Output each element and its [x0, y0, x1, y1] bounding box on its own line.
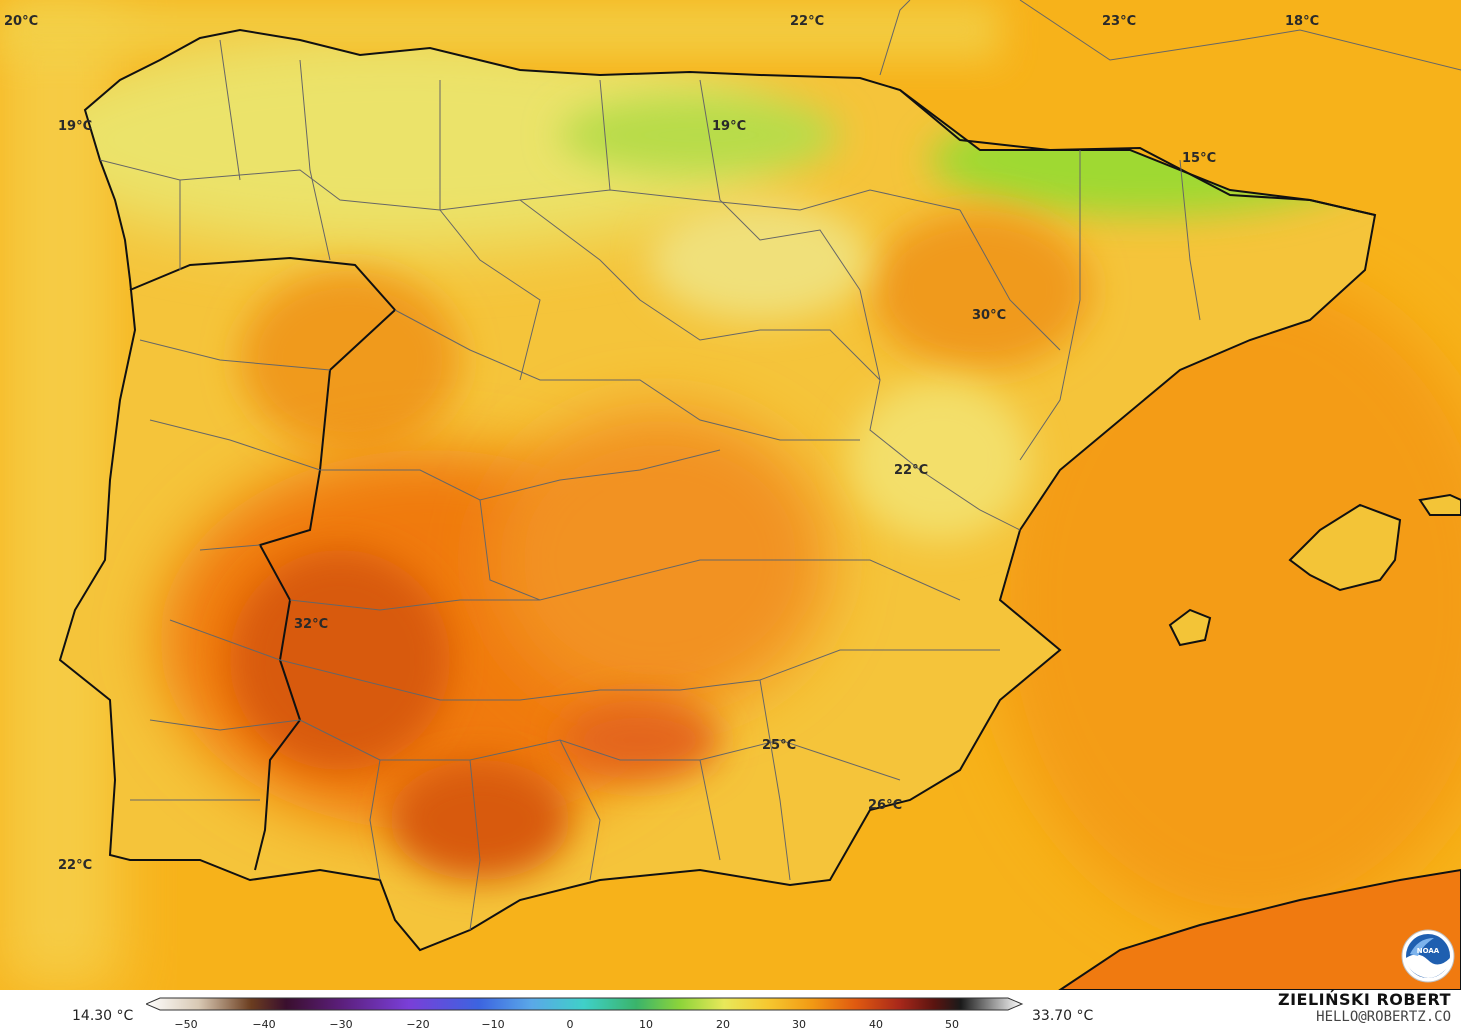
temp-label: 19°C [712, 119, 746, 134]
spain-france-border [899, 89, 1376, 216]
scale-tick: −20 [406, 1018, 429, 1031]
scale-tick: 30 [792, 1018, 806, 1031]
menorca-island [1418, 493, 1461, 516]
scale-tick: 40 [869, 1018, 883, 1031]
temp-label: 22°C [894, 463, 928, 478]
temp-label: 22°C [790, 14, 824, 29]
mallorca-island [1288, 503, 1402, 592]
temp-label: 22°C [58, 858, 92, 873]
atlantic-area [0, 0, 120, 990]
temperature-map: 20°C 22°C 23°C 18°C 19°C 19°C 15°C 30°C … [0, 0, 1461, 990]
scale-ticks: −50 −40 −30 −20 −10 0 10 20 30 40 50 [174, 1018, 959, 1031]
scale-tick: 50 [945, 1018, 959, 1031]
author-email[interactable]: HELLO@ROBERTZ.CO [1316, 1009, 1451, 1025]
legend-bar: 14.30 °C [0, 990, 1461, 1035]
temp-label: 23°C [1102, 14, 1136, 29]
map-canvas: 20°C 22°C 23°C 18°C 19°C 19°C 15°C 30°C … [0, 0, 1461, 990]
mediterranean-area [990, 270, 1461, 930]
scale-tick: −30 [329, 1018, 352, 1031]
scale-tick: −40 [252, 1018, 275, 1031]
noaa-logo-text: NOAA [1417, 947, 1440, 955]
temp-label: 15°C [1182, 151, 1216, 166]
scale-tick: 20 [716, 1018, 730, 1031]
province-boundaries [99, 39, 1201, 931]
ibiza-island [1168, 608, 1212, 647]
color-scale: −50 −40 −30 −20 −10 0 10 20 30 40 50 [146, 997, 1024, 1031]
min-temperature: 14.30 °C [72, 1008, 134, 1024]
scale-tick: 0 [567, 1018, 574, 1031]
scale-tick: −50 [174, 1018, 197, 1031]
france-region-lines [879, 0, 1461, 76]
temp-label: 19°C [58, 119, 92, 134]
temperature-labels: 20°C 22°C 23°C 18°C 19°C 19°C 15°C 30°C … [4, 14, 1319, 873]
temp-label: 25°C [762, 738, 796, 753]
max-temperature: 33.70 °C [1032, 1008, 1094, 1024]
scale-tick: −10 [481, 1018, 504, 1031]
biscay-area [0, 0, 1000, 60]
noaa-logo-icon: NOAA [1401, 929, 1455, 983]
spain-portugal-border [129, 256, 397, 871]
temp-label: 20°C [4, 14, 38, 29]
temp-label: 30°C [972, 308, 1006, 323]
temp-label: 26°C [868, 798, 902, 813]
temp-label: 32°C [294, 617, 328, 632]
temp-label: 18°C [1285, 14, 1319, 29]
author-name: ZIELIŃSKI ROBERT [1277, 990, 1451, 1009]
color-scale-bar [146, 997, 1024, 1011]
scale-tick: 10 [639, 1018, 653, 1031]
north-africa-land [1058, 868, 1461, 990]
